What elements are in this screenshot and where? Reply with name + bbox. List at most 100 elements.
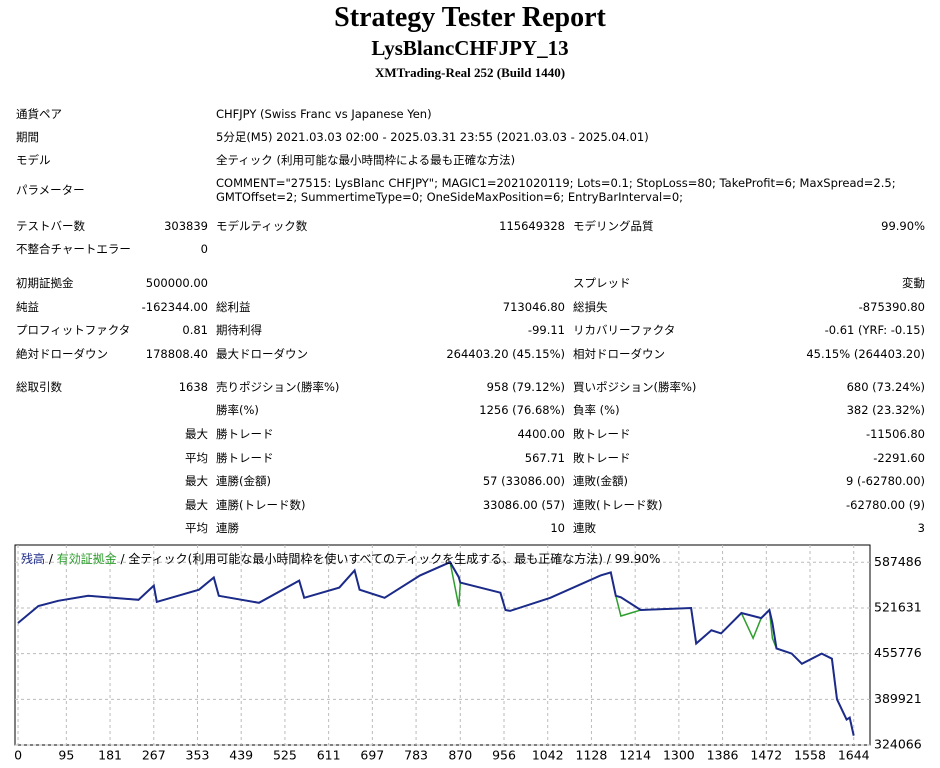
legend-model: 全ティック(利用可能な最小時間枠を使いすべてのティックを生成する、最も正確な方法… (128, 552, 603, 566)
cell-value: -11506.80 (865, 427, 925, 441)
y-tick-label: 521631 (874, 599, 922, 614)
cell-value: -99.11 (527, 323, 565, 337)
cell-label: 不整合チャートエラー (16, 242, 131, 256)
cell-value: 4400.00 (517, 427, 565, 441)
cell-value: 45.15% (264403.20) (806, 347, 925, 361)
cell-label: 連敗(トレード数) (573, 498, 663, 512)
cell-value: 0 (200, 242, 208, 256)
cell-value: 平均 (185, 451, 208, 465)
cell-value: 680 (73.24%) (846, 380, 925, 394)
cell-label: 勝トレード (216, 427, 274, 441)
x-tick-label: 353 (186, 748, 210, 763)
cell-value: 264403.20 (45.15%) (446, 347, 565, 361)
report-title: Strategy Tester Report (334, 2, 606, 33)
cell-label: 勝率(%) (216, 403, 259, 417)
info-value: 全ティック (利用可能な最小時間枠による最も正確な方法) (216, 153, 516, 167)
cell-label: 期待利得 (216, 323, 262, 337)
cell-label: 連勝 (216, 521, 239, 535)
x-tick-label: 181 (98, 748, 122, 763)
cell-label: 売りポジション(勝率%) (216, 380, 340, 394)
cell-label: 初期証拠金 (16, 276, 74, 290)
cell-label: 最大ドローダウン (216, 347, 308, 361)
report-subtitle: LysBlancCHFJPY_13 (371, 36, 569, 60)
cell-value: 958 (79.12%) (486, 380, 565, 394)
cell-value: 0.81 (182, 323, 208, 337)
series-line (17, 560, 855, 736)
cell-value: 713046.80 (502, 300, 565, 314)
cell-label: 総損失 (573, 300, 608, 314)
info-value: 5分足(M5) 2021.03.03 02:00 - 2025.03.31 23… (216, 130, 649, 144)
cell-label: モデルティック数 (216, 219, 308, 233)
y-tick-label: 389921 (874, 691, 922, 706)
cell-label: 相対ドローダウン (573, 347, 665, 361)
x-tick-label: 525 (273, 748, 297, 763)
x-tick-label: 95 (58, 748, 74, 763)
x-tick-label: 1214 (619, 748, 651, 763)
cell-value: 57 (33086.00) (482, 474, 565, 488)
x-tick-label: 1558 (794, 748, 826, 763)
cell-value: 500000.00 (145, 276, 208, 290)
cell-value: -162344.00 (141, 300, 208, 314)
cell-label: 敗トレード (573, 451, 631, 465)
info-label: パラメーター (16, 183, 85, 197)
cell-label: 連敗(金額) (573, 474, 628, 488)
cell-value: -62780.00 (9) (846, 498, 925, 512)
cell-value: -0.61 (YRF: -0.15) (824, 323, 925, 337)
x-tick-label: 1042 (532, 748, 564, 763)
x-tick-label: 267 (142, 748, 166, 763)
cell-value: 10 (550, 521, 565, 535)
cell-label: 敗トレード (573, 427, 631, 441)
cell-label: 総取引数 (16, 380, 62, 394)
cell-label: 連勝(トレード数) (216, 498, 306, 512)
cell-label: スプレッド (573, 276, 631, 290)
cell-value: 33086.00 (57) (482, 498, 565, 512)
x-tick-label: 1644 (838, 748, 870, 763)
cell-value: -875390.80 (858, 300, 925, 314)
cell-label: 買いポジション(勝率%) (573, 380, 697, 394)
cell-value: 最大 (185, 474, 208, 488)
cell-value: -2291.60 (873, 451, 925, 465)
cell-label: 連勝(金額) (216, 474, 271, 488)
cell-value: 115649328 (499, 219, 565, 233)
x-tick-label: 783 (404, 748, 428, 763)
x-tick-label: 956 (492, 748, 516, 763)
y-tick-label: 324066 (874, 737, 922, 752)
legend-balance: 残高 (21, 552, 46, 566)
cell-label: リカバリーファクタ (573, 323, 676, 337)
x-tick-label: 1300 (663, 748, 695, 763)
x-tick-label: 1128 (576, 748, 608, 763)
info-label: 期間 (16, 130, 39, 144)
x-tick-label: 611 (317, 748, 341, 763)
legend: 残高 / 有効証拠金 / 全ティック(利用可能な最小時間枠を使いすべてのティック… (21, 552, 661, 566)
cell-value: 178808.40 (145, 347, 208, 361)
y-tick-label: 587486 (874, 554, 922, 569)
cell-value: 303839 (164, 219, 208, 233)
x-tick-label: 1472 (750, 748, 782, 763)
cell-label: 負率 (%) (573, 403, 620, 417)
x-tick-label: 439 (229, 748, 253, 763)
cell-label: 絶対ドローダウン (16, 347, 108, 361)
cell-value: 9 (-62780.00) (846, 474, 925, 488)
chart-frame (14, 544, 871, 746)
cell-label: 連敗 (573, 521, 596, 535)
legend-quality: 99.90% (614, 552, 661, 566)
cell-label: テストバー数 (16, 219, 85, 233)
server: XMTrading-Real 252 (Build 1440) (374, 65, 566, 80)
cell-label: 総利益 (216, 300, 251, 314)
cell-value: 1256 (76.68%) (479, 403, 565, 417)
x-tick-label: 697 (360, 748, 384, 763)
cell-value: 平均 (185, 521, 208, 535)
cell-value: 最大 (185, 427, 208, 441)
x-tick-label: 870 (448, 748, 472, 763)
x-tick-label: 1386 (707, 748, 739, 763)
legend-equity: 有効証拠金 (56, 552, 117, 566)
y-tick-label: 455776 (874, 645, 922, 660)
cell-value: 3 (917, 521, 925, 535)
info-label: 通貨ペア (16, 107, 62, 121)
x-tick-label: 0 (14, 748, 22, 763)
cell-label: プロフィットファクタ (16, 323, 131, 337)
info-value: COMMENT="27515: LysBlanc CHFJPY"; MAGIC1… (216, 176, 896, 204)
cell-value: 1638 (178, 380, 208, 394)
